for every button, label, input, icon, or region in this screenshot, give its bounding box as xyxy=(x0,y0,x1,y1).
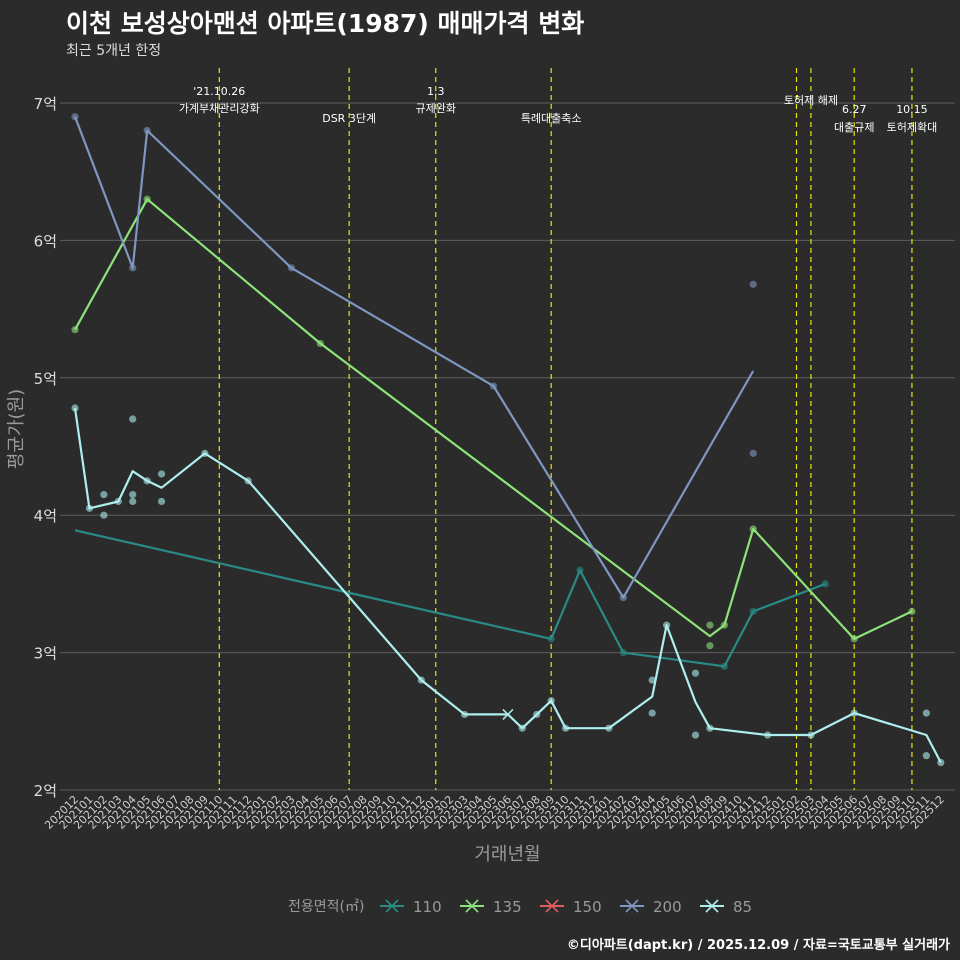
data-point-85 xyxy=(461,710,469,719)
data-point-85 xyxy=(547,697,555,705)
data-point-135 xyxy=(908,607,916,615)
legend-cross xyxy=(385,899,399,913)
data-point-85 xyxy=(85,504,94,512)
legend-label: 135 xyxy=(493,898,522,916)
legend-cross xyxy=(465,899,479,913)
data-point-85 xyxy=(129,490,137,499)
data-point-135 xyxy=(706,642,714,650)
legend-label: 85 xyxy=(733,898,752,916)
legend-item-135: 135 xyxy=(460,898,522,916)
data-point-85 xyxy=(157,497,166,506)
data-point-85 xyxy=(850,709,858,717)
legend-label: 110 xyxy=(413,898,442,916)
data-point-85 xyxy=(764,731,772,739)
data-point-200 xyxy=(749,280,757,288)
data-point-85 xyxy=(417,676,425,684)
x-axis-title: 거래년월 xyxy=(474,844,540,865)
data-point-85 xyxy=(691,731,700,739)
data-point-110 xyxy=(619,649,627,657)
data-point-200 xyxy=(129,264,137,272)
data-point-85 xyxy=(100,511,108,519)
data-point-110 xyxy=(720,662,728,670)
data-point-85 xyxy=(114,497,122,506)
legend-label: 150 xyxy=(573,898,602,916)
data-point-135 xyxy=(316,339,324,348)
legend-item-200: 200 xyxy=(620,898,682,916)
data-point-110 xyxy=(547,635,555,643)
data-point-200 xyxy=(619,594,627,602)
data-point-200 xyxy=(71,113,79,121)
data-point-200 xyxy=(749,449,757,457)
y-tick-label: 6억 xyxy=(34,232,57,250)
data-point-110 xyxy=(576,566,584,574)
data-point-85 xyxy=(648,709,656,717)
event-label: 토허제확대 xyxy=(887,121,938,134)
data-point-85-cross xyxy=(502,708,514,720)
y-tick-label: 5억 xyxy=(34,370,57,388)
data-point-85 xyxy=(71,404,79,412)
data-point-85 xyxy=(605,724,613,732)
data-point-85 xyxy=(157,470,166,478)
event-label: 대출규제 xyxy=(834,121,874,134)
data-point-135 xyxy=(749,525,757,533)
data-point-85 xyxy=(922,752,930,760)
data-point-85 xyxy=(937,758,945,767)
legend-label: 200 xyxy=(653,898,682,916)
event-label: 특례대출축소 xyxy=(521,112,582,125)
event-label: 6.27 xyxy=(842,103,867,116)
data-point-85 xyxy=(244,477,252,485)
chart-subtitle: 최근 5개년 한정 xyxy=(66,43,162,59)
data-point-85 xyxy=(807,731,815,739)
legend-cross xyxy=(625,899,639,913)
event-label: 규제완화 xyxy=(416,102,456,115)
legend-item-150: 150 xyxy=(540,898,602,916)
data-point-110 xyxy=(821,580,829,588)
data-point-85 xyxy=(201,449,209,457)
data-point-200 xyxy=(489,382,498,390)
chart-title: 이천 보성상아맨션 아파트(1987) 매매가격 변화 xyxy=(66,9,585,38)
data-point-135 xyxy=(143,195,151,203)
legend-cross xyxy=(705,899,719,913)
legend-item-85: 85 xyxy=(700,898,752,916)
series-line-135 xyxy=(74,198,913,640)
credit-footer: ©디아파트(dapt.kr) / 2025.12.09 / 자료=국토교통부 실… xyxy=(566,938,950,953)
data-point-135 xyxy=(720,621,728,629)
event-label: 가계부채관리강화 xyxy=(179,102,260,115)
data-point-200 xyxy=(287,264,296,272)
data-point-135 xyxy=(850,635,858,643)
data-point-135 xyxy=(706,621,714,629)
y-tick-label: 7억 xyxy=(34,95,57,113)
data-point-85 xyxy=(648,676,656,684)
data-point-200 xyxy=(143,126,151,135)
cross-stroke xyxy=(502,708,514,720)
event-label: DSR 3단계 xyxy=(322,112,376,125)
event-label: 10.15 xyxy=(896,103,928,116)
event-label: '21.10.26 xyxy=(193,85,245,98)
data-point-85 xyxy=(143,477,151,485)
series-line-200 xyxy=(73,116,755,599)
data-point-85 xyxy=(922,709,930,717)
event-label: 토허제 해제 xyxy=(784,93,838,107)
data-point-85 xyxy=(129,415,137,423)
event-label: 1.3 xyxy=(427,85,445,98)
y-axis-title: 평균가(원) xyxy=(6,389,27,469)
data-point-85 xyxy=(533,710,541,719)
data-point-85 xyxy=(562,724,570,732)
legend-title: 전용면적(㎡) xyxy=(288,899,364,915)
legend-item-110: 110 xyxy=(380,898,442,916)
data-point-85 xyxy=(663,621,671,629)
legend-cross xyxy=(545,899,559,913)
data-point-85 xyxy=(691,669,700,677)
data-point-110 xyxy=(749,607,757,615)
data-point-85 xyxy=(706,724,714,732)
y-tick-label: 4억 xyxy=(34,507,57,525)
y-tick-label: 2억 xyxy=(34,782,57,800)
data-point-85 xyxy=(518,724,526,732)
y-tick-label: 3억 xyxy=(34,645,57,663)
data-point-135 xyxy=(71,326,79,334)
data-point-85 xyxy=(100,490,108,499)
data-point-85 xyxy=(129,497,137,506)
